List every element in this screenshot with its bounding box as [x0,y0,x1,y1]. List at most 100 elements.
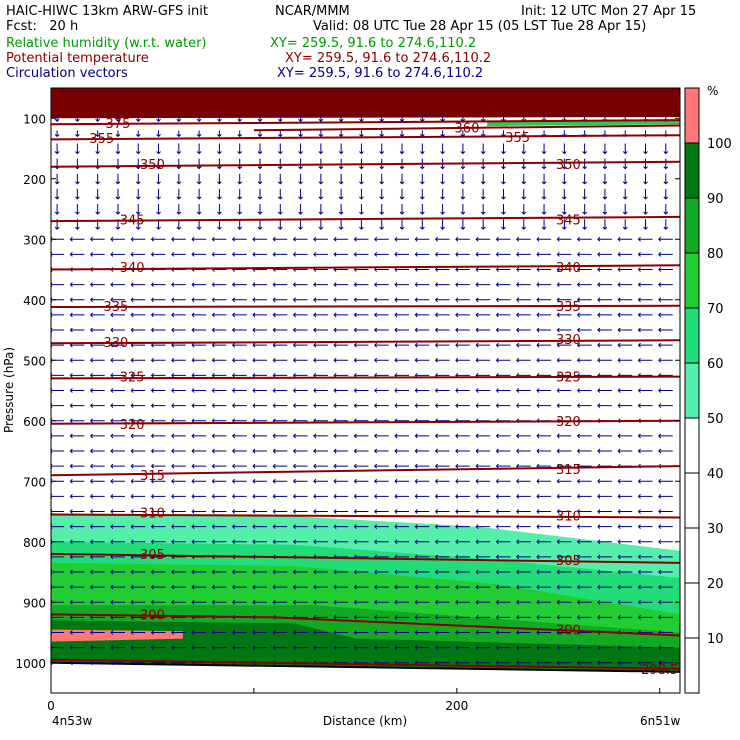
wind-vector [70,252,84,256]
wind-vector [496,237,510,241]
wind-vector [294,343,308,347]
wind-vector [415,343,429,347]
wind-vector [436,358,450,362]
x-axis-label: Distance (km) [323,714,407,728]
wind-vector [603,189,607,199]
wind-vector [639,358,653,362]
colorbar-unit: % [707,84,718,98]
wind-vector [172,449,186,453]
wind-vector [375,328,389,332]
wind-vector [395,298,409,302]
wind-vector [664,174,668,184]
wind-vector [618,313,632,317]
wind-vector [354,404,368,408]
wind-vector [136,189,140,199]
wind-vector [578,389,592,393]
wind-vector [618,252,632,256]
wind-vector [55,130,59,136]
wind-vector [131,252,145,256]
contour-label: 375 [106,117,131,132]
wind-vector [415,268,429,272]
wind-vector [212,479,226,483]
wind-vector [273,449,287,453]
wind-vector [111,510,125,514]
wind-vector [299,189,303,199]
wind-vector [177,189,181,199]
wind-vector [212,237,226,241]
wind-vector [537,268,551,272]
wind-vector [91,479,105,483]
wind-vector [253,510,267,514]
wind-vector [294,313,308,317]
wind-vector [334,328,348,332]
wind-vector [258,174,262,184]
wind-vector [537,298,551,302]
wind-vector [375,313,389,317]
wind-vector [50,389,64,393]
wind-vector [522,219,526,229]
wind-vector [70,494,84,498]
wind-vector [639,434,653,438]
wind-vector [192,358,206,362]
wind-vector [152,373,166,377]
wind-vector [314,464,328,468]
wind-vector [192,283,206,287]
colorbar-tick-label: 10 [707,632,724,647]
wind-vector [598,328,612,332]
wind-vector [253,479,267,483]
wind-vector [334,510,348,514]
wind-vector [603,159,607,169]
wind-vector [273,404,287,408]
wind-vector [415,510,429,514]
wind-vector [70,237,84,241]
wind-vector [294,328,308,332]
wind-vector [131,404,145,408]
colorbar-tick-label: 100 [707,137,732,152]
wind-vector [496,464,510,468]
colorbar-tick-label: 20 [707,577,724,592]
y-tick-label: 300 [23,233,46,247]
wind-vector [212,449,226,453]
contour-label: 315 [140,469,165,484]
wind-vector [517,298,531,302]
wind-vector [603,204,607,214]
wind-vector [537,283,551,287]
wind-vector [639,525,653,529]
wind-vector [623,219,627,229]
wind-vector [253,252,267,256]
wind-vector [618,404,632,408]
wind-vector [562,144,566,154]
wind-vector [375,494,389,498]
wind-vector [253,404,267,408]
wind-vector [233,404,247,408]
wind-vector [152,449,166,453]
wind-vector [50,404,64,408]
wind-vector [253,373,267,377]
wind-vector [436,494,450,498]
wind-vector [172,237,186,241]
wind-vector [659,389,673,393]
wind-vector [395,464,409,468]
wind-vector [75,189,79,199]
wind-vector [314,283,328,287]
wind-vector [273,237,287,241]
wind-vector [238,130,242,136]
wind-vector [192,434,206,438]
wind-vector [598,252,612,256]
wind-vector [278,174,282,184]
wind-vector [172,464,186,468]
wind-vector [436,283,450,287]
y-tick-label: 700 [23,475,46,489]
wind-vector [456,510,470,514]
wind-vector [481,174,485,184]
wind-vector [319,174,323,184]
wind-vector [659,449,673,453]
wind-vector [420,174,424,184]
wind-vector [273,313,287,317]
wind-vector [192,389,206,393]
wind-vector [91,464,105,468]
wind-vector [50,328,64,332]
wind-vector [618,434,632,438]
wind-vector [659,252,673,256]
wind-vector [598,237,612,241]
